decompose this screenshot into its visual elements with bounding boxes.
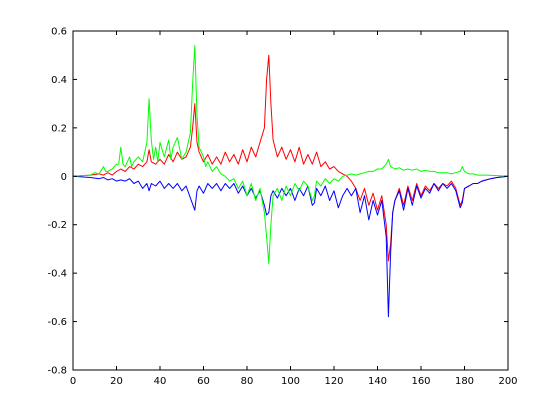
series-line-3	[72, 45, 509, 264]
x-tick-label-9: 180	[455, 376, 474, 387]
y-tick-label-5: 0.2	[51, 123, 67, 134]
y-tick-label-1: -0.6	[47, 317, 67, 328]
x-tick-label-7: 140	[368, 376, 387, 387]
y-tick-label-6: 0.4	[51, 75, 67, 86]
x-tick-label-0: 0	[70, 376, 76, 387]
series-layer	[72, 45, 509, 318]
y-tick-label-2: -0.4	[47, 269, 67, 280]
x-tick-label-6: 120	[324, 376, 343, 387]
x-tick-label-10: 200	[498, 376, 517, 387]
y-tick-label-7: 0.6	[51, 27, 67, 38]
tick-layer: 0 20 40 60 80 100 120 140 160 180 200 -0.8 -0.6 -0.4 -…	[47, 27, 517, 388]
y-tick-label-4: 0	[61, 172, 67, 183]
y-tick-label-3: -0.2	[47, 220, 67, 231]
x-tick-label-8: 160	[411, 376, 430, 387]
series-line-2	[72, 175, 509, 318]
y-tick-label-0: -0.8	[47, 366, 67, 377]
x-tick-label-5: 100	[281, 376, 300, 387]
x-tick-label-4: 80	[241, 376, 254, 387]
x-tick-label-3: 60	[197, 376, 210, 387]
series-line-1	[72, 54, 509, 262]
x-tick-label-1: 20	[110, 376, 123, 387]
x-tick-label-2: 40	[154, 376, 167, 387]
